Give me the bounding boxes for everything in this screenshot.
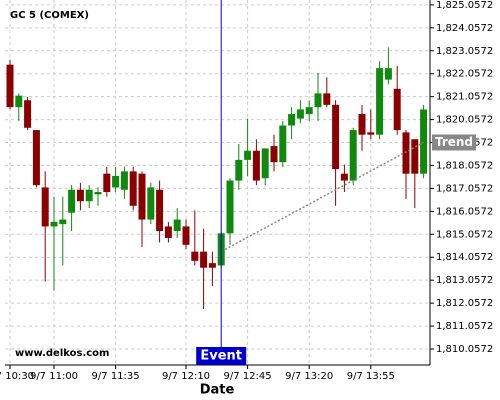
candle-body [402, 132, 410, 174]
candle-body [138, 173, 146, 220]
candle-body [296, 109, 304, 119]
y-tick-label: 1,822.0572 [436, 69, 493, 80]
candle-body [420, 109, 428, 174]
x-tick-label: 9/7 11:35 [92, 371, 140, 382]
y-tick-label: 1,818.0572 [436, 160, 493, 171]
candle-body [24, 100, 32, 128]
trend-label: Trend [435, 135, 473, 149]
plot-area [5, 0, 430, 365]
candle-body [103, 173, 111, 193]
candle-body [41, 187, 49, 227]
x-tick-label: 9/7 13:20 [285, 371, 333, 382]
candle-body [349, 130, 357, 181]
y-tick-label: 1,820.0572 [436, 115, 493, 126]
candle-body [288, 114, 296, 126]
candle-body [200, 251, 208, 268]
watermark: www.delkos.com [15, 348, 109, 359]
y-tick-label: 1,812.0572 [436, 298, 493, 309]
candle-body [270, 146, 278, 163]
y-tick-label: 1,825.0572 [436, 0, 493, 11]
candle-body [367, 132, 375, 135]
y-tick-label: 1,814.0572 [436, 252, 493, 263]
y-tick-label: 1,811.0572 [436, 321, 493, 332]
candle-body [156, 189, 164, 232]
candle-body [50, 221, 58, 227]
candle-body [120, 171, 128, 190]
x-tick-label: 9/7 11:00 [30, 371, 78, 382]
candle-body [358, 114, 366, 135]
candle-body [15, 95, 23, 108]
y-tick-label: 1,824.0572 [436, 23, 493, 34]
candle-body [129, 171, 137, 206]
candle-body [314, 93, 322, 108]
event-label: Event [200, 349, 242, 364]
candle-body [411, 139, 419, 174]
candle-body [182, 226, 190, 245]
candle-body [59, 219, 67, 225]
candle-body [393, 88, 401, 131]
candle-body [305, 107, 313, 115]
candle-body [6, 64, 14, 108]
candle-body [376, 68, 384, 135]
candle-body [340, 173, 348, 181]
candle-body [332, 104, 340, 170]
candle-body [244, 150, 252, 160]
candle-body [279, 125, 287, 163]
candle-body [147, 187, 155, 220]
candle-body [252, 150, 260, 181]
candle-body [32, 130, 40, 186]
candle-body [94, 192, 102, 195]
trend-line [224, 141, 424, 251]
y-tick-label: 1,817.0572 [436, 183, 493, 194]
candle-body [173, 219, 181, 232]
y-tick-label: 1,815.0572 [436, 229, 493, 240]
chart-title: GC 5 (COMEX) [10, 10, 89, 21]
candle-body [164, 226, 172, 238]
candle-body [208, 263, 216, 268]
y-tick-label: 1,823.0572 [436, 46, 493, 57]
x-tick-label: 9/7 10:30 [0, 371, 34, 382]
x-tick-label: 9/7 12:10 [162, 371, 210, 382]
candle-body [235, 159, 243, 181]
y-tick-label: 1,813.0572 [436, 275, 493, 286]
marks [6, 47, 428, 310]
candle-body [85, 189, 93, 202]
candle-body [112, 175, 120, 188]
candle-body [226, 180, 234, 234]
trend-label-box [432, 134, 476, 151]
x-tick-label: 9/7 13:55 [347, 371, 395, 382]
candle-body [191, 251, 199, 261]
event-label-box [196, 347, 247, 365]
x-tick-label: 9/7 12:45 [224, 371, 272, 382]
candle-body [384, 68, 392, 80]
candle-body [323, 93, 331, 105]
candle-body [261, 148, 269, 179]
x-axis-title: Date [200, 383, 235, 398]
y-tick-label: 1,821.0572 [436, 92, 493, 103]
y-tick-label: 1,810.0572 [436, 344, 493, 355]
candle-body [76, 189, 84, 202]
candle-body [68, 189, 76, 213]
y-tick-label: 1,816.0572 [436, 206, 493, 217]
